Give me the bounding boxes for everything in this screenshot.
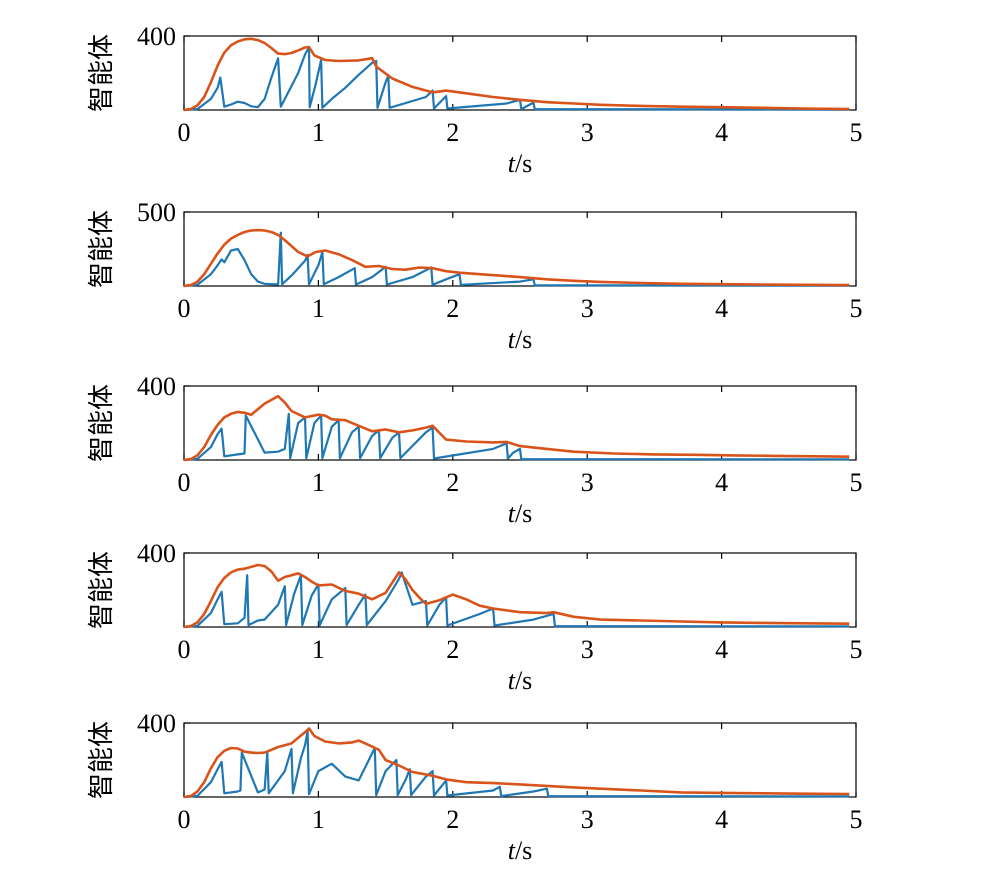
- chart-panel-4: 0 1 2 3 4 5 400 智能体 t/s: [87, 539, 863, 695]
- x-axis-label-unit: /s: [515, 149, 532, 178]
- x-tick-label: 3: [581, 294, 594, 323]
- x-tick-label: 0: [178, 805, 191, 834]
- x-tick-label: 4: [715, 805, 728, 834]
- x-axis-label: t/s: [508, 666, 533, 695]
- x-tick-label: 0: [178, 294, 191, 323]
- agent-line: [183, 231, 850, 288]
- x-axis-label: t/s: [508, 149, 533, 178]
- y-tick-label: 400: [137, 539, 176, 568]
- x-tick-label: 3: [581, 118, 594, 147]
- envelope-line: [183, 37, 850, 112]
- x-axis-label-unit: /s: [515, 666, 532, 695]
- x-axis-label: t/s: [508, 325, 533, 354]
- chart-panel-3: 0 1 2 3 4 5 400 智能体 t/s: [87, 372, 863, 528]
- agent-line: [183, 571, 850, 629]
- x-tick-label: 5: [850, 468, 863, 497]
- x-tick-label: 4: [715, 635, 728, 664]
- envelope-line: [183, 563, 850, 629]
- x-tick-label: 5: [850, 805, 863, 834]
- envelope-line: [183, 394, 850, 462]
- x-tick-label: 0: [178, 468, 191, 497]
- x-axis-label-symbol: t: [508, 149, 516, 178]
- plot-frame: [183, 35, 857, 111]
- x-tick-label: 2: [446, 635, 459, 664]
- y-axis-label: 智能体: [87, 34, 117, 112]
- y-tick-label: 400: [137, 372, 176, 401]
- agent-line: [183, 730, 850, 799]
- x-axis-label: t/s: [508, 499, 533, 528]
- agent-line: [183, 45, 850, 112]
- x-tick-label: 3: [581, 468, 594, 497]
- x-tick-label: 4: [715, 468, 728, 497]
- x-axis-label-symbol: t: [508, 499, 516, 528]
- chart-panel-1: 0 1 2 3 4 5 400 智能体 t/s: [87, 22, 863, 178]
- y-tick-label: 400: [137, 709, 176, 738]
- chart-panel-5: 0 1 2 3 4 5 400 智能体 t/s: [87, 709, 863, 865]
- x-tick-label: 4: [715, 118, 728, 147]
- x-tick-label: 4: [715, 294, 728, 323]
- x-tick-label: 2: [446, 294, 459, 323]
- x-tick-label: 2: [446, 468, 459, 497]
- x-tick-label: 1: [312, 635, 325, 664]
- plot-frame: [183, 211, 857, 287]
- y-axis-label: 智能体: [87, 210, 117, 288]
- y-tick-label: 500: [137, 198, 176, 227]
- x-axis-label-symbol: t: [508, 325, 516, 354]
- envelope-line: [183, 727, 850, 799]
- plot-frame: [183, 552, 857, 628]
- plot-frame: [183, 722, 857, 798]
- x-tick-label: 0: [178, 635, 191, 664]
- x-tick-label: 1: [312, 118, 325, 147]
- x-tick-label: 1: [312, 468, 325, 497]
- chart-panel-2: 0 1 2 3 4 5 500 智能体 t/s: [87, 198, 863, 354]
- x-tick-label: 2: [446, 118, 459, 147]
- y-axis-label: 智能体: [87, 721, 117, 799]
- x-axis-label-unit: /s: [515, 325, 532, 354]
- x-tick-label: 1: [312, 294, 325, 323]
- x-tick-label: 0: [178, 118, 191, 147]
- x-tick-label: 5: [850, 635, 863, 664]
- envelope-line: [183, 228, 850, 288]
- x-axis-label-unit: /s: [515, 836, 532, 865]
- x-axis-label-symbol: t: [508, 836, 516, 865]
- x-tick-label: 2: [446, 805, 459, 834]
- y-tick-label: 400: [137, 22, 176, 51]
- plot-frame: [183, 385, 857, 461]
- x-tick-label: 5: [850, 118, 863, 147]
- x-axis-label-symbol: t: [508, 666, 516, 695]
- agent-line: [183, 412, 850, 462]
- y-axis-label: 智能体: [87, 551, 117, 629]
- x-tick-label: 3: [581, 805, 594, 834]
- x-axis-label: t/s: [508, 836, 533, 865]
- x-tick-label: 5: [850, 294, 863, 323]
- y-axis-label: 智能体: [87, 384, 117, 462]
- x-axis-label-unit: /s: [515, 499, 532, 528]
- x-tick-label: 3: [581, 635, 594, 664]
- x-tick-label: 1: [312, 805, 325, 834]
